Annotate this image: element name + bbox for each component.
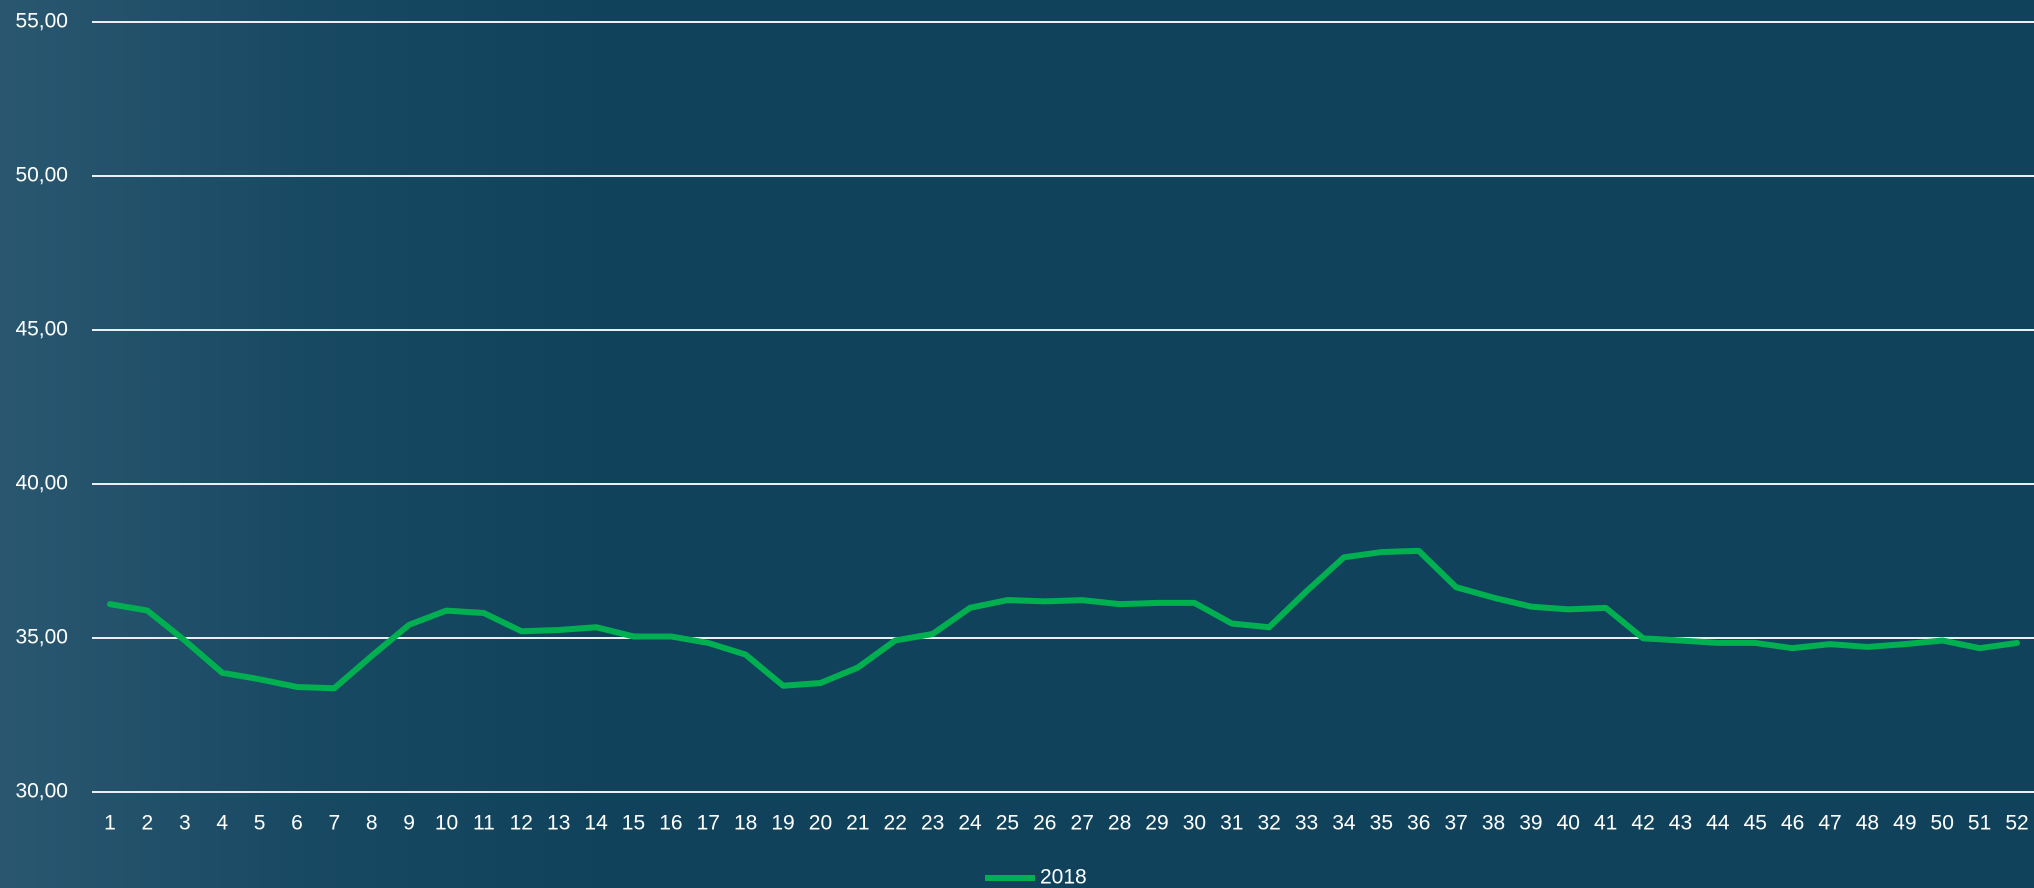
x-tick-label: 25 xyxy=(996,812,1019,835)
x-tick-label: 5 xyxy=(254,812,266,835)
x-tick-label: 14 xyxy=(584,812,608,835)
x-tick-label: 16 xyxy=(659,812,682,835)
x-tick-label: 32 xyxy=(1257,812,1280,835)
x-tick-label: 49 xyxy=(1893,812,1916,835)
x-tick-label: 31 xyxy=(1220,812,1243,835)
x-tick-label: 3 xyxy=(179,812,191,835)
x-tick-label: 23 xyxy=(921,812,944,835)
x-tick-label: 7 xyxy=(329,812,341,835)
x-tick-label: 38 xyxy=(1482,812,1505,835)
x-tick-label: 17 xyxy=(697,812,720,835)
legend-label: 2018 xyxy=(1040,866,1087,888)
x-tick-label: 33 xyxy=(1295,812,1318,835)
x-tick-label: 43 xyxy=(1669,812,1692,835)
y-tick-label: 30,00 xyxy=(15,780,68,803)
x-tick-label: 2 xyxy=(142,812,154,835)
x-tick-label: 46 xyxy=(1781,812,1804,835)
x-tick-label: 9 xyxy=(403,812,415,835)
y-tick-label: 50,00 xyxy=(15,164,68,187)
x-tick-label: 42 xyxy=(1631,812,1654,835)
x-tick-label: 50 xyxy=(1931,812,1954,835)
x-tick-label: 8 xyxy=(366,812,378,835)
x-tick-label: 34 xyxy=(1332,812,1356,835)
x-tick-label: 20 xyxy=(809,812,832,835)
y-tick-label: 55,00 xyxy=(15,10,68,33)
x-tick-label: 19 xyxy=(771,812,794,835)
x-tick-label: 24 xyxy=(958,812,982,835)
x-tick-label: 40 xyxy=(1557,812,1580,835)
x-tick-label: 52 xyxy=(2005,812,2028,835)
x-tick-label: 44 xyxy=(1706,812,1730,835)
x-tick-label: 47 xyxy=(1818,812,1841,835)
x-tick-label: 29 xyxy=(1145,812,1168,835)
x-tick-label: 37 xyxy=(1444,812,1467,835)
x-tick-label: 45 xyxy=(1744,812,1767,835)
x-tick-label: 6 xyxy=(291,812,303,835)
x-tick-label: 39 xyxy=(1519,812,1542,835)
y-tick-label: 40,00 xyxy=(15,472,68,495)
x-tick-label: 30 xyxy=(1183,812,1206,835)
x-tick-label: 51 xyxy=(1968,812,1991,835)
x-tick-label: 4 xyxy=(216,812,228,835)
x-tick-label: 15 xyxy=(622,812,645,835)
x-tick-label: 18 xyxy=(734,812,757,835)
line-series xyxy=(107,547,2020,692)
x-tick-label: 22 xyxy=(884,812,907,835)
x-tick-label: 1 xyxy=(104,812,116,835)
x-tick-label: 10 xyxy=(435,812,458,835)
x-tick-label: 21 xyxy=(846,812,869,835)
x-tick-label: 13 xyxy=(547,812,570,835)
x-tick-label: 26 xyxy=(1033,812,1056,835)
x-tick-label: 41 xyxy=(1594,812,1617,835)
x-tick-label: 48 xyxy=(1856,812,1879,835)
y-tick-label: 45,00 xyxy=(15,318,68,341)
x-tick-label: 27 xyxy=(1071,812,1094,835)
x-tick-label: 36 xyxy=(1407,812,1430,835)
x-tick-label: 28 xyxy=(1108,812,1131,835)
y-tick-label: 35,00 xyxy=(15,626,68,649)
x-tick-label: 12 xyxy=(510,812,533,835)
x-tick-label: 35 xyxy=(1370,812,1393,835)
x-tick-label: 11 xyxy=(473,812,495,835)
